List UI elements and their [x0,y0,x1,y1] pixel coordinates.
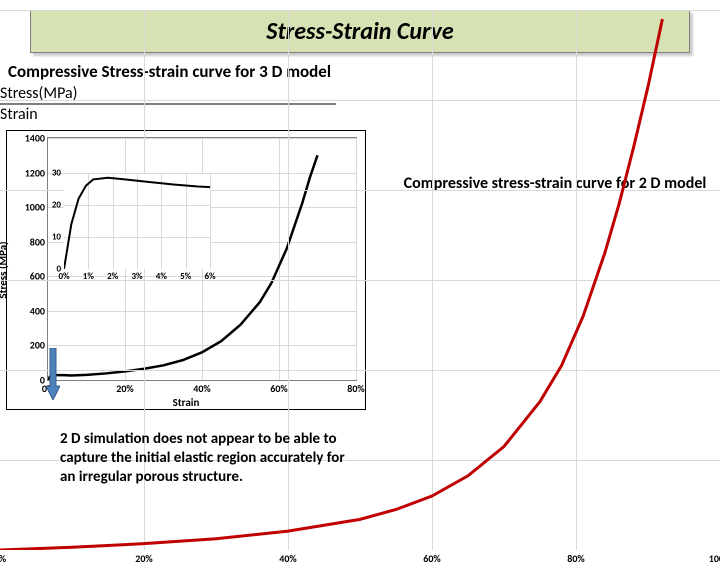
xtick-label: 3% [131,271,142,282]
xtick-label: 80% [567,552,584,565]
ytick-label: 10 [52,232,61,243]
xtick-label: 100% [709,552,720,565]
curve [64,173,210,269]
xtick-label: 2% [107,271,118,282]
ytick-label: 20 [52,200,61,211]
chart-3d-inset: 01020300%1%2%3%4%5%6% [64,173,210,269]
xtick-label: 0% [0,552,6,565]
xtick-label: 0% [58,271,69,282]
xtick-label: 60% [423,552,440,565]
xtick-label: 1% [83,271,94,282]
arrow-down-icon [46,348,60,400]
xtick-label: 20% [135,552,152,565]
xtick-label: 40% [279,552,296,565]
gridline-v [210,173,211,269]
caption-text: 2 D simulation does not appear to be abl… [60,430,350,486]
chart-2d-plot: 0200400600800100012000%20%40%60%80%100% [0,103,336,105]
ytick-label: 30 [52,168,61,179]
xtick-label: 6% [204,271,215,282]
xtick-label: 5% [180,271,191,282]
xtick-label: 4% [156,271,167,282]
